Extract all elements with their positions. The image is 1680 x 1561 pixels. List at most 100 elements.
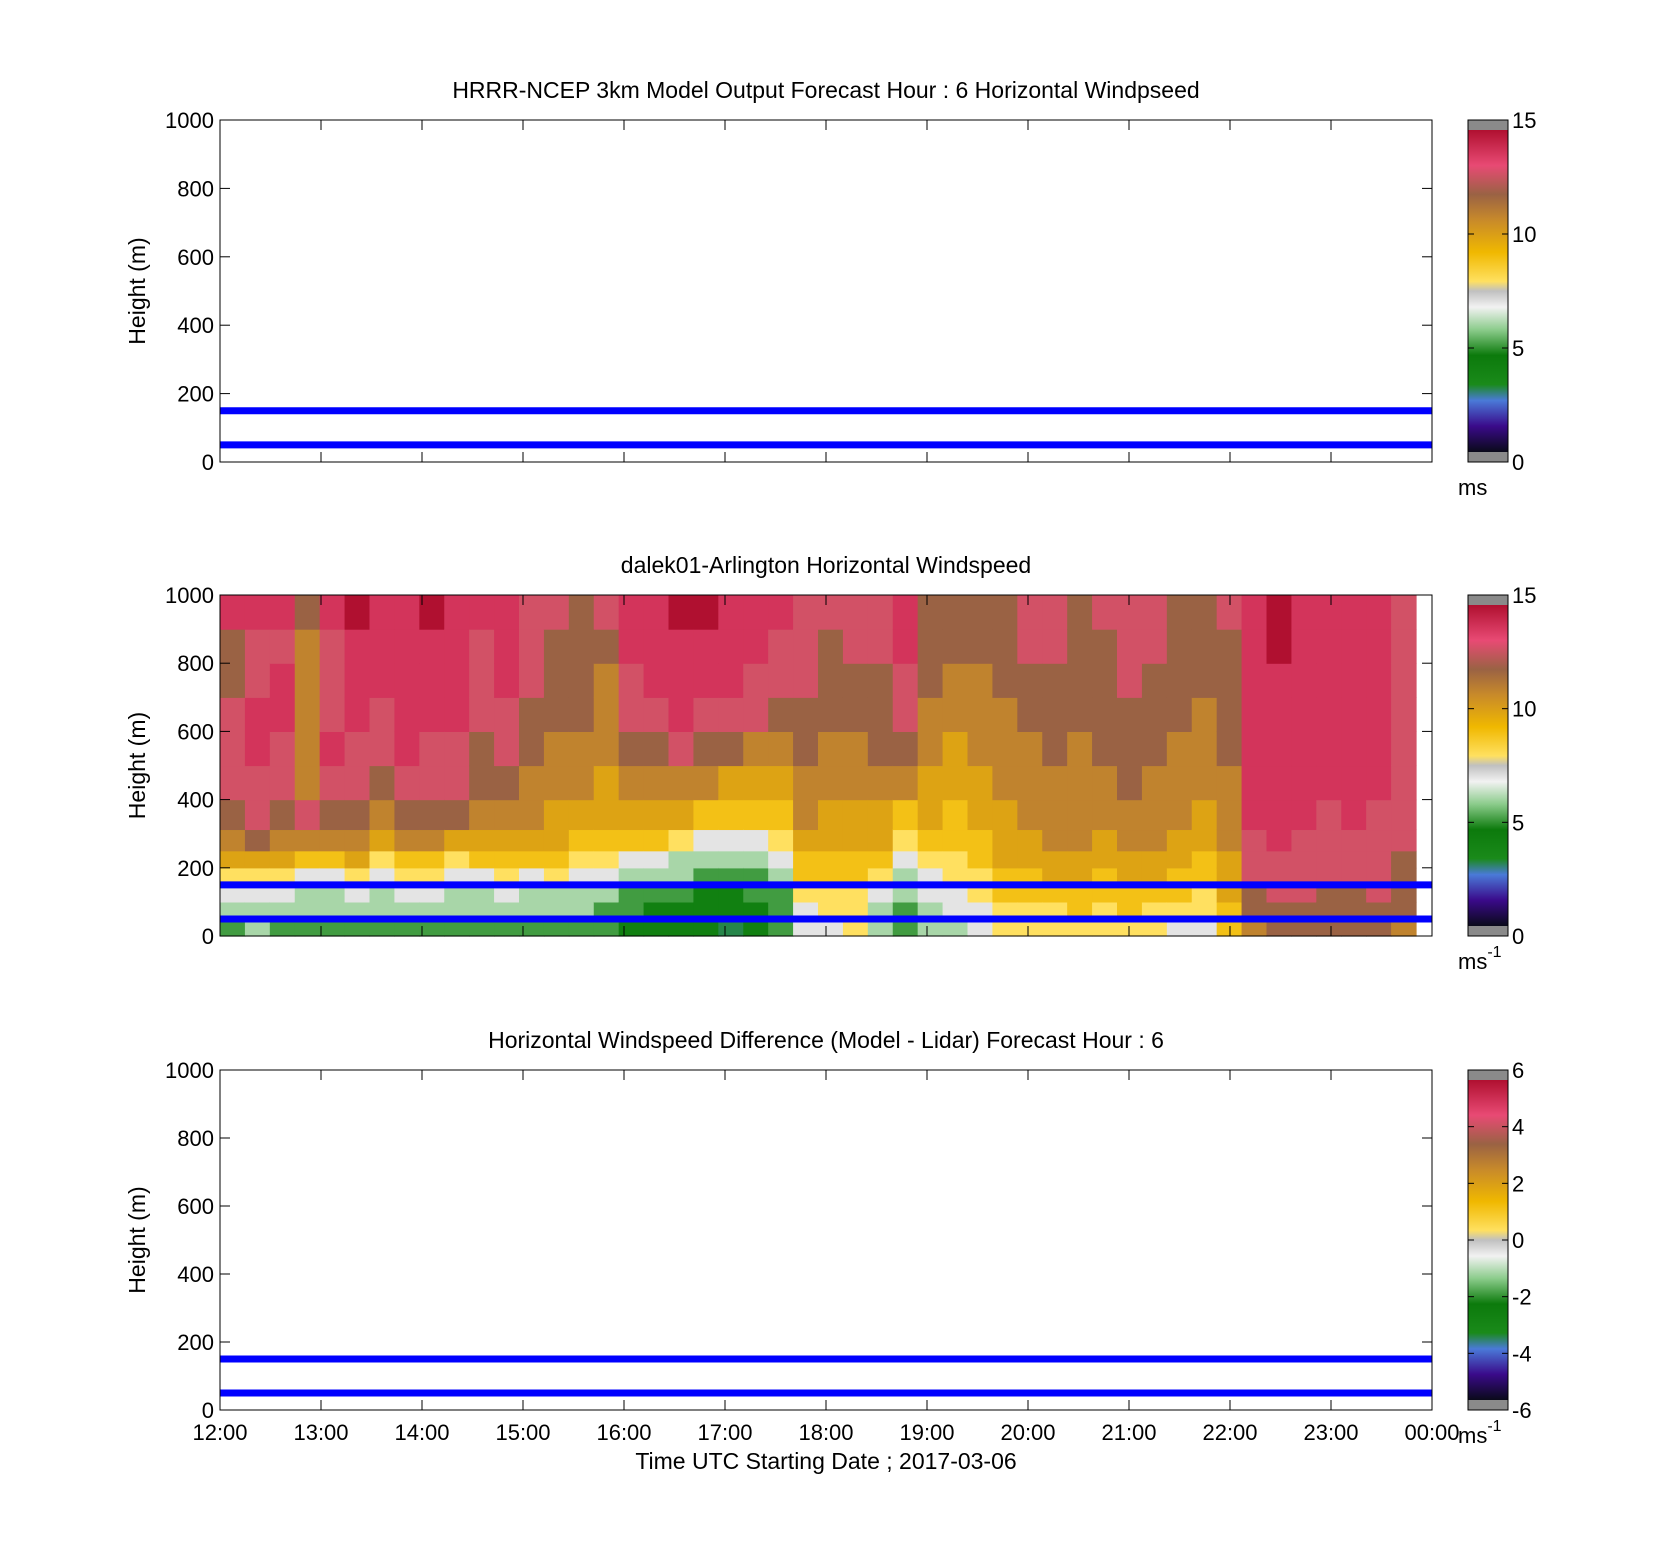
windspeed-cell (867, 867, 894, 886)
windspeed-cell (1366, 731, 1392, 767)
windspeed-cell (793, 918, 819, 937)
windspeed-cell (1241, 850, 1268, 869)
windspeed-cell (419, 884, 445, 903)
windspeed-cell (394, 867, 420, 886)
windspeed-cell (892, 799, 919, 831)
windspeed-cell (1316, 829, 1342, 852)
windspeed-cell (269, 850, 296, 869)
windspeed-cell (469, 629, 495, 664)
windspeed-cell (1141, 918, 1168, 937)
windspeed-cell (1092, 765, 1118, 801)
colorbar-unit-base: ms (1458, 949, 1487, 974)
windspeed-cell (1067, 629, 1093, 664)
windspeed-cell (593, 629, 620, 664)
windspeed-cell (344, 629, 371, 664)
windspeed-cell (693, 829, 719, 852)
windspeed-cell (319, 884, 346, 903)
windspeed-cell (1092, 901, 1118, 920)
windspeed-cell (294, 867, 321, 886)
windspeed-cell (992, 850, 1018, 869)
windspeed-cell (892, 918, 919, 937)
windspeed-cell (1067, 850, 1093, 869)
windspeed-cell (344, 918, 371, 937)
windspeed-cell (1141, 629, 1168, 664)
windspeed-cell (842, 884, 869, 903)
windspeed-cell (1017, 765, 1043, 801)
windspeed-cell (1117, 595, 1143, 630)
windspeed-cell (1341, 901, 1367, 920)
windspeed-cell (793, 867, 819, 886)
y-axis-label: Height (m) (124, 237, 150, 344)
windspeed-cell (942, 850, 969, 869)
windspeed-cell (269, 829, 296, 852)
windspeed-cell (942, 731, 969, 767)
windspeed-cell (1366, 595, 1392, 630)
windspeed-cell (892, 697, 919, 732)
windspeed-cell (494, 901, 520, 920)
windspeed-cell (1166, 629, 1193, 664)
windspeed-cell (543, 829, 570, 852)
windspeed-cell (220, 918, 246, 937)
windspeed-cell (469, 918, 495, 937)
windspeed-cell (419, 595, 445, 630)
windspeed-cell (1316, 918, 1342, 937)
windspeed-cell (319, 595, 346, 630)
windspeed-cell (1017, 799, 1043, 831)
windspeed-cell (593, 731, 620, 767)
windspeed-cell (369, 867, 396, 886)
windspeed-cell (269, 663, 296, 698)
windspeed-cell (643, 731, 670, 767)
windspeed-cell (1067, 918, 1093, 937)
windspeed-cell (643, 799, 670, 831)
windspeed-cell (743, 697, 769, 732)
windspeed-cell (1042, 850, 1068, 869)
windspeed-cell (444, 901, 470, 920)
windspeed-cell (394, 731, 420, 767)
windspeed-cell (1117, 765, 1143, 801)
windspeed-cell (469, 799, 495, 831)
windspeed-cell (1017, 918, 1043, 937)
windspeed-cell (1366, 765, 1392, 801)
windspeed-cell (1191, 884, 1218, 903)
windspeed-cell (1266, 884, 1293, 903)
windspeed-cell (593, 850, 620, 869)
windspeed-cell (568, 901, 595, 920)
windspeed-cell (818, 629, 844, 664)
windspeed-cell (244, 765, 271, 801)
windspeed-cell (818, 697, 844, 732)
windspeed-cell (643, 595, 670, 630)
windspeed-cell (1166, 918, 1193, 937)
x-tick-label: 16:00 (596, 1420, 651, 1445)
windspeed-cell (568, 663, 595, 698)
windspeed-cell (1266, 595, 1293, 630)
windspeed-cell (892, 629, 919, 664)
windspeed-cell (1092, 697, 1118, 732)
windspeed-cell (1216, 629, 1243, 664)
windspeed-cell (469, 901, 495, 920)
windspeed-cell (793, 595, 819, 630)
windspeed-cell (1216, 884, 1243, 903)
windspeed-cell (369, 799, 396, 831)
windspeed-cell (543, 663, 570, 698)
x-tick-label: 20:00 (1000, 1420, 1055, 1445)
colorbar-unit: ms-1 (1458, 944, 1502, 974)
windspeed-cell (568, 867, 595, 886)
windspeed-cell (1092, 799, 1118, 831)
windspeed-cell (1017, 867, 1043, 886)
windspeed-cell (967, 850, 994, 869)
windspeed-cell (519, 918, 545, 937)
windspeed-cell (842, 901, 869, 920)
windspeed-cell (867, 829, 894, 852)
windspeed-cell (1341, 884, 1367, 903)
plot-area (220, 120, 1432, 462)
windspeed-cell (992, 697, 1018, 732)
windspeed-cell (668, 595, 695, 630)
windspeed-cell (543, 731, 570, 767)
windspeed-cell (1316, 765, 1342, 801)
windspeed-cell (1266, 799, 1293, 831)
windspeed-cell (519, 884, 545, 903)
windspeed-cell (1191, 799, 1218, 831)
windspeed-cell (220, 765, 246, 801)
windspeed-cell (768, 595, 794, 630)
windspeed-cell (519, 850, 545, 869)
